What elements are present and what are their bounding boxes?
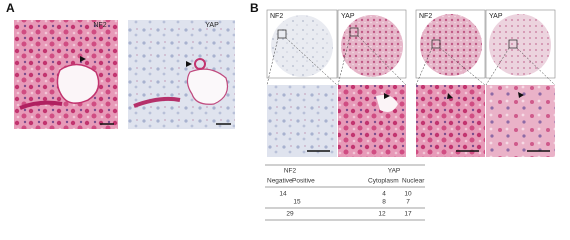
image-label: YAP bbox=[489, 13, 503, 20]
table-total: 29 bbox=[286, 211, 294, 218]
arrowhead bbox=[447, 93, 453, 99]
image-label: YAP bbox=[341, 13, 355, 20]
table-total: 12 bbox=[378, 211, 386, 218]
table-header: NF2 bbox=[284, 168, 297, 175]
table-cell: 10 bbox=[404, 191, 412, 198]
zoom-box bbox=[431, 39, 441, 49]
table-header: YAP bbox=[388, 168, 401, 175]
panel-a-images bbox=[14, 20, 235, 129]
vessel bbox=[186, 68, 229, 105]
table-rules bbox=[265, 164, 425, 221]
zoom-box bbox=[508, 39, 518, 49]
table-cell: 15 bbox=[293, 199, 301, 206]
zoom-lines bbox=[266, 35, 556, 86]
panel-label: A bbox=[6, 1, 15, 15]
image-label: NF2 bbox=[93, 22, 106, 29]
table-cell: 4 bbox=[382, 191, 386, 198]
table-cell: 8 bbox=[382, 199, 386, 206]
tissue-core bbox=[341, 15, 403, 77]
texts: A B NF2 YAP NF2 YAP NF2 YAP NF2 YAP Negative Positi… bbox=[6, 1, 503, 218]
tissue-core bbox=[489, 14, 551, 76]
table-subheader: Negative bbox=[267, 178, 293, 185]
vessel bbox=[133, 96, 181, 108]
table-cell: 7 bbox=[406, 199, 410, 206]
arrowhead bbox=[518, 92, 524, 98]
arrowhead bbox=[186, 61, 192, 67]
zoom-image bbox=[338, 85, 406, 157]
table-subheader: Nuclear bbox=[402, 178, 425, 185]
table-subheader: Cytoplasm bbox=[368, 178, 399, 185]
table-subheader: Positive bbox=[292, 178, 315, 185]
zoom-box bbox=[349, 27, 359, 37]
tissue-core bbox=[420, 14, 482, 76]
vessel bbox=[19, 100, 63, 110]
image-label: NF2 bbox=[419, 13, 432, 20]
arrowhead bbox=[384, 93, 390, 99]
vessel bbox=[56, 63, 100, 104]
panel-label: B bbox=[250, 1, 259, 15]
image-label: YAP bbox=[205, 22, 219, 29]
table-total: 17 bbox=[404, 211, 412, 218]
figure: A B NF2 YAP NF2 YAP NF2 YAP NF2 YAP Negative Positi… bbox=[6, 1, 556, 221]
zoom-image bbox=[267, 85, 337, 157]
vessel bbox=[194, 58, 206, 70]
tissue-core bbox=[271, 15, 333, 77]
vessel bbox=[376, 95, 398, 112]
zoom-box bbox=[277, 29, 287, 39]
panel-b-images bbox=[266, 9, 556, 157]
table-cell: 14 bbox=[279, 191, 287, 198]
arrowhead bbox=[80, 56, 86, 62]
image-label: NF2 bbox=[270, 13, 283, 20]
